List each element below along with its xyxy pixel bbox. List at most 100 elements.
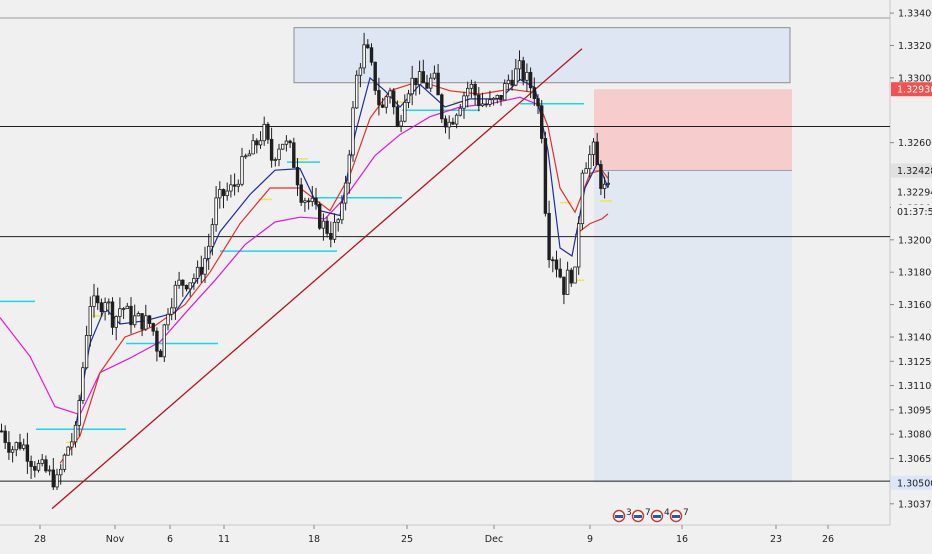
x-tick-label: 11	[218, 534, 230, 545]
y-tick-label: 1.30800	[898, 430, 932, 441]
candle-body	[240, 156, 244, 185]
flag-stripe	[615, 515, 623, 518]
x-tick-label: 23	[770, 534, 782, 545]
candle-body	[336, 219, 340, 223]
candle-body	[299, 184, 303, 203]
y-tick-label: 1.31250	[898, 357, 932, 368]
candle-body	[258, 140, 263, 146]
ema-slow-line	[0, 96, 541, 416]
candle-body	[7, 442, 11, 453]
x-tick-label: Nov	[106, 534, 125, 545]
price-badge-label: 1.32428	[897, 166, 932, 177]
candle-body	[565, 269, 570, 295]
price-badge-label: 1.30500	[897, 478, 932, 489]
candle-body	[110, 301, 115, 328]
candle-body	[454, 114, 459, 125]
candle-body	[247, 153, 252, 157]
candle-body	[262, 123, 266, 142]
candle-body	[199, 266, 203, 275]
candle-body	[114, 316, 118, 328]
candle-body	[181, 279, 185, 286]
x-tick-label: 25	[401, 534, 413, 545]
candle-body	[314, 197, 318, 205]
candle-body	[325, 220, 329, 234]
candle-body	[573, 266, 577, 284]
candle-body	[33, 466, 37, 471]
candle-body	[47, 469, 52, 472]
price-badge-bg	[891, 185, 932, 200]
candle-body	[558, 268, 562, 278]
candle-body	[528, 71, 533, 89]
y-tick-label: 1.33200	[898, 41, 932, 52]
candle-body	[540, 105, 544, 139]
candle-body	[491, 97, 496, 101]
candle-body	[273, 159, 277, 161]
candle-body	[99, 302, 104, 312]
candle-body	[577, 223, 581, 268]
candle-body	[284, 140, 289, 145]
candle-body	[303, 200, 307, 203]
candle-body	[96, 295, 100, 304]
candle-body	[514, 68, 518, 86]
candle-body	[543, 138, 548, 214]
candle-body	[580, 172, 585, 225]
price-badge-label: 1.32930	[897, 85, 932, 96]
candle-body	[169, 307, 174, 315]
candle-body	[107, 301, 111, 304]
candle-body	[103, 302, 107, 312]
candle-body	[62, 454, 67, 470]
candle-body	[588, 154, 592, 170]
candle-body	[469, 83, 474, 89]
candle-body	[595, 141, 599, 165]
ema-mid-line	[59, 80, 609, 464]
candle-body	[206, 245, 211, 259]
candle-body	[147, 315, 152, 324]
candle-body	[59, 468, 63, 476]
candle-body	[140, 313, 144, 330]
candle-body	[195, 266, 200, 279]
candle-body	[321, 220, 326, 229]
y-tick-label: 1.31600	[898, 300, 932, 311]
candle-body	[425, 82, 429, 89]
candle-body	[251, 140, 255, 155]
x-tick-label: 18	[308, 534, 320, 545]
candle-body	[599, 164, 603, 189]
take-profit-zone	[594, 170, 792, 483]
candle-body	[155, 330, 159, 352]
candle-body	[158, 350, 163, 358]
candle-body	[317, 203, 322, 229]
candle-body	[343, 182, 348, 204]
candle-body	[14, 442, 18, 451]
candle-body	[81, 367, 85, 401]
candle-body	[129, 305, 133, 326]
candle-body	[377, 90, 381, 106]
candle-body	[391, 90, 396, 108]
resistance-zone	[293, 27, 791, 84]
candle-body	[347, 154, 351, 184]
candle-body	[584, 168, 588, 174]
candle-body	[510, 79, 514, 86]
candle-body	[203, 258, 207, 275]
candle-body	[421, 71, 425, 84]
candle-body	[121, 308, 126, 311]
candle-body	[362, 44, 366, 69]
candle-body	[229, 184, 233, 192]
candle-body	[465, 87, 470, 97]
candle-body	[554, 259, 559, 270]
candle-body	[73, 424, 78, 443]
candle-body	[502, 83, 507, 101]
candle-body	[288, 140, 292, 144]
candle-body	[562, 276, 566, 295]
y-tick-label: 1.30370	[898, 499, 932, 510]
candle-body	[351, 107, 355, 156]
candle-body	[536, 98, 540, 107]
candle-body	[569, 269, 573, 284]
candle-body	[184, 284, 189, 290]
candle-body	[243, 155, 248, 158]
candle-body	[477, 94, 481, 107]
y-tick-label: 1.31400	[898, 332, 932, 343]
y-tick-label: 1.31100	[898, 381, 932, 392]
candle-body	[395, 106, 400, 127]
candle-body	[306, 200, 311, 203]
